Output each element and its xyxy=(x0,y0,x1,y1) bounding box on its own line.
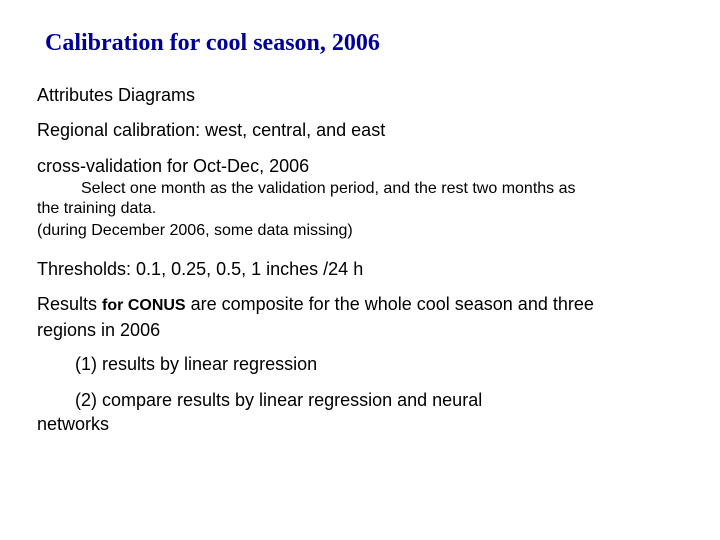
validation-period-text: Select one month as the validation perio… xyxy=(37,180,576,217)
cross-validation-text: cross-validation for Oct-Dec, 2006 xyxy=(37,156,310,176)
results-rest: are composite for the whole cool season … xyxy=(37,294,594,340)
attributes-diagrams-text: Attributes Diagrams xyxy=(37,85,196,105)
thresholds-text: Thresholds: 0.1, 0.25, 0.5, 1 inches /24… xyxy=(37,259,364,279)
december-note-text: (during December 2006, some data missing… xyxy=(37,222,353,239)
result-item-2: (2) compare results by linear regression… xyxy=(37,390,483,434)
regional-calibration-text: Regional calibration: west, central, and… xyxy=(37,120,386,140)
results-prefix: Results xyxy=(37,294,98,314)
results-paragraph: Results for CONUS are composite for the … xyxy=(37,292,597,342)
results-conus-bold: for CONUS xyxy=(102,297,186,314)
result-item-1: (1) results by linear regression xyxy=(75,354,318,374)
slide-title: Calibration for cool season, 2006 xyxy=(45,30,380,56)
